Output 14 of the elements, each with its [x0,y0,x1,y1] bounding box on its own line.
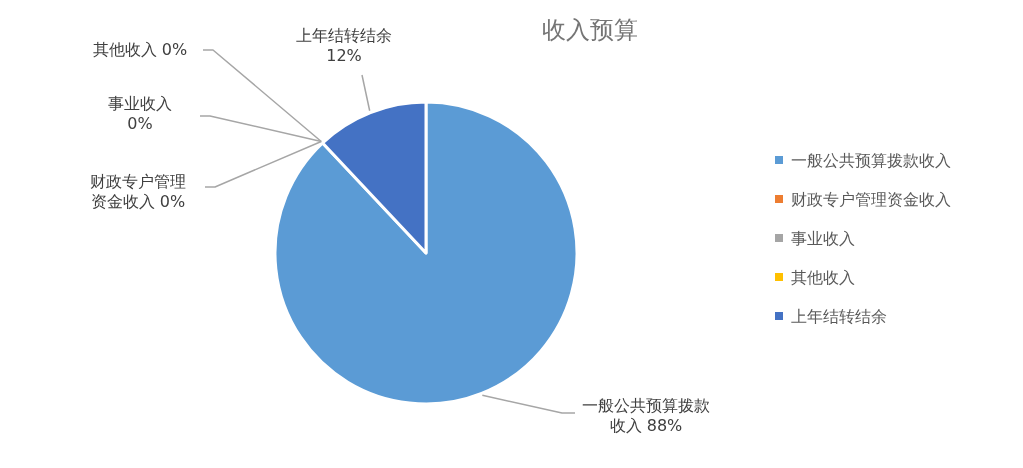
category-label: 其他收入 0% [92,40,188,59]
legend-label: 上年结转结余 [791,307,887,326]
chart-title: 收入预算 [542,16,638,44]
category-label: 财政专户管理资金收入 0% [90,172,186,211]
legend-label: 财政专户管理资金收入 [791,190,951,209]
pie-slice [273,100,579,406]
legend-label: 其他收入 [791,268,855,287]
data-label: 12% [326,46,362,65]
slice-label: 上年结转结余 [296,26,392,45]
legend-label: 事业收入 [791,229,855,248]
text: 0% [127,114,153,133]
category-label: 事业收入 [108,94,172,113]
category-label: 一般公共预算拨款收入 88% [582,396,710,435]
legend-label: 一般公共预算拨款收入 [791,151,951,170]
